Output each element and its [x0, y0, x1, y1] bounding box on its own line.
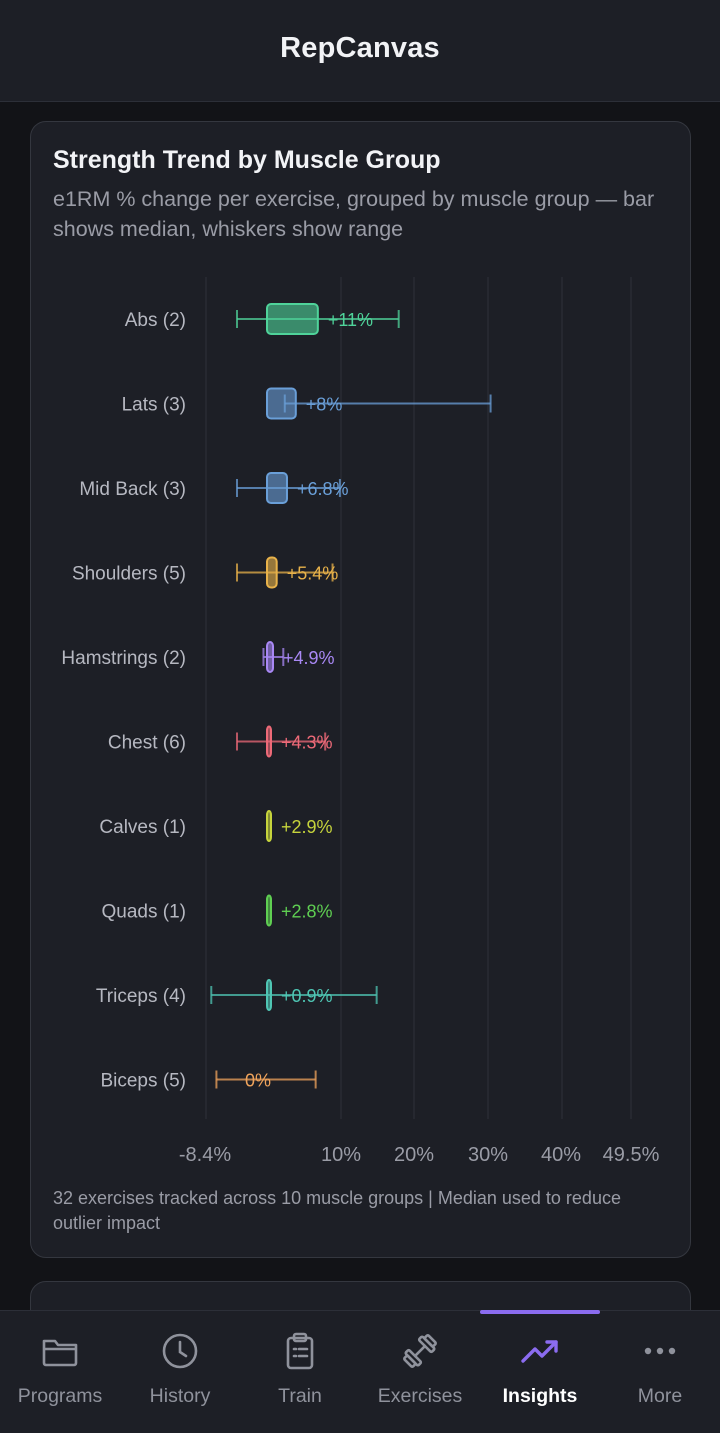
tab-train[interactable]: Train — [240, 1311, 360, 1433]
value-label: +8% — [306, 395, 343, 415]
strength-trend-chart: -8.4% 10% 20% 30% 40% 49.5% Abs (2) +11% Lats (3… — [61, 277, 660, 1166]
tab-label: Train — [278, 1385, 322, 1407]
app-title: RepCanvas — [280, 32, 440, 64]
tab-label: Exercises — [377, 1385, 463, 1407]
value-label: +2.9% — [281, 817, 333, 837]
tab-label: Programs — [17, 1385, 103, 1407]
tab-label: Insights — [502, 1385, 578, 1407]
category-label: Shoulders (5) — [72, 564, 186, 585]
tab-programs[interactable]: Programs — [0, 1311, 120, 1433]
category-label: Hamstrings (2) — [61, 648, 186, 669]
category-label: Mid Back (3) — [79, 479, 186, 500]
card-footer: 32 exercises tracked across 10 muscle gr… — [53, 1188, 621, 1233]
card-title: Strength Trend by Muscle Group — [53, 146, 441, 174]
value-label: +11% — [328, 310, 373, 330]
x-tick-label: 30% — [468, 1144, 508, 1166]
tab-insights[interactable]: Insights — [480, 1310, 600, 1433]
tab-exercises[interactable]: Exercises — [360, 1311, 480, 1433]
median-bar — [266, 894, 272, 927]
value-label: 0% — [245, 1071, 271, 1091]
category-label: Lats (3) — [122, 395, 186, 416]
tab-label: History — [149, 1385, 211, 1407]
value-label: +0.9% — [281, 986, 333, 1006]
card-subtitle: e1RM % change per exercise, grouped by m… — [53, 187, 655, 241]
clock-icon — [162, 1333, 198, 1369]
bottom-tab-bar: Programs History Train Exercises — [0, 1310, 720, 1433]
category-label: Triceps (4) — [96, 986, 186, 1007]
tab-more[interactable]: More — [600, 1311, 720, 1433]
tab-history[interactable]: History — [120, 1311, 240, 1433]
category-label: Biceps (5) — [100, 1071, 186, 1092]
category-label: Chest (6) — [108, 733, 186, 754]
more-icon — [644, 1347, 676, 1355]
folder-icon — [42, 1339, 78, 1367]
category-label: Quads (1) — [102, 902, 186, 923]
x-tick-label: 20% — [394, 1144, 434, 1166]
x-tick-label: -8.4% — [179, 1144, 231, 1166]
clipboard-icon — [286, 1332, 314, 1370]
x-tick-label: 40% — [541, 1144, 581, 1166]
value-label: +4.9% — [283, 648, 335, 668]
strength-trend-card: -8.4% 10% 20% 30% 40% 49.5% Abs (2) +11% Lats (3… — [30, 121, 691, 1258]
x-tick-label: 49.5% — [603, 1144, 660, 1166]
x-tick-label: 10% — [321, 1144, 361, 1166]
value-label: +6.8% — [297, 479, 349, 499]
tab-label: More — [637, 1385, 683, 1407]
median-bar — [266, 810, 272, 842]
active-tab-indicator — [480, 1310, 600, 1314]
category-label: Abs (2) — [125, 310, 186, 331]
trend-up-icon — [521, 1340, 558, 1363]
value-label: +4.3% — [281, 733, 333, 753]
value-label: +2.8% — [281, 902, 333, 922]
value-label: +5.4% — [287, 564, 339, 584]
category-label: Calves (1) — [99, 817, 186, 838]
app-header: RepCanvas — [0, 0, 720, 102]
dumbbell-icon — [403, 1334, 437, 1368]
